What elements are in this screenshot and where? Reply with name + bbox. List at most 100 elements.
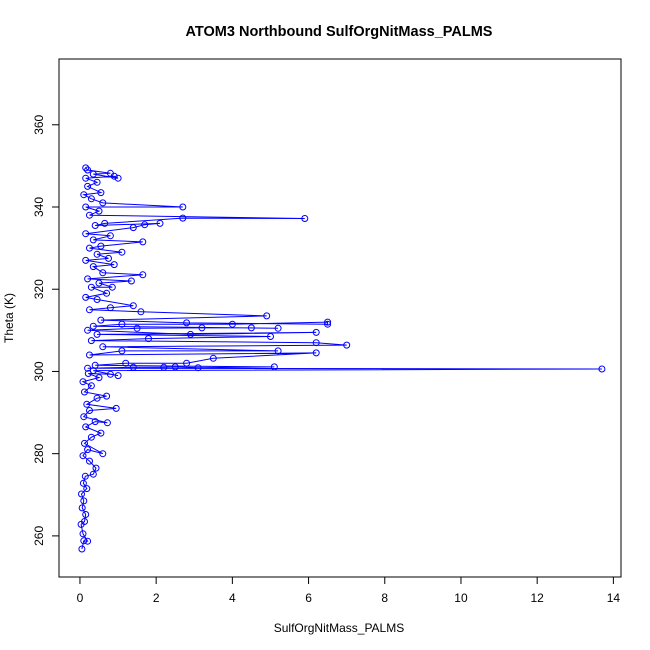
data-point [87, 382, 95, 390]
data-point [97, 429, 105, 437]
data-point [133, 324, 141, 332]
data-point [91, 418, 99, 426]
x-axis-label: SulfOrgNitMass_PALMS [274, 621, 404, 635]
data-point [106, 232, 114, 240]
data-point [194, 364, 202, 372]
data-point [110, 261, 118, 269]
data-point [78, 545, 86, 553]
data-point [93, 250, 101, 258]
data-point [139, 271, 147, 279]
x-axis: 0 2 4 6 8 10 12 14 [77, 576, 621, 605]
plot-frame [58, 58, 622, 578]
data-point [89, 322, 97, 330]
data-point [97, 242, 105, 250]
data-point [82, 256, 90, 264]
data-point [301, 215, 309, 222]
data-point [93, 394, 101, 402]
data-point [598, 365, 606, 373]
data-point [105, 254, 112, 262]
data-point [83, 400, 91, 408]
data-point [274, 347, 282, 355]
data-point [103, 289, 111, 297]
series-layer [77, 164, 606, 553]
data-point [81, 388, 88, 396]
series-line [80, 167, 602, 550]
data-point [86, 306, 93, 314]
data-point [87, 433, 95, 441]
data-point [79, 452, 87, 460]
data-point [86, 211, 93, 219]
x-tick-label: 0 [77, 591, 84, 605]
data-point [324, 320, 332, 328]
data-point [114, 174, 122, 182]
data-point [137, 308, 145, 316]
data-point [118, 320, 126, 328]
data-point [270, 363, 278, 371]
data-point [84, 275, 92, 283]
data-point [97, 189, 105, 197]
data-point [84, 446, 92, 454]
data-point [156, 219, 164, 227]
data-point [103, 392, 111, 400]
data-point [82, 230, 90, 238]
data-point [108, 283, 116, 291]
data-point [145, 335, 152, 343]
data-point [139, 238, 147, 246]
data-point [129, 363, 137, 371]
data-point [324, 318, 332, 326]
data-point [84, 370, 92, 377]
data-point [343, 341, 351, 349]
data-point [114, 372, 122, 380]
data-point [84, 182, 92, 190]
y-tick-label: 260 [32, 526, 46, 546]
data-point [228, 320, 236, 328]
y-tick-label: 280 [32, 443, 46, 463]
data-point [79, 479, 87, 487]
data-point [267, 333, 274, 340]
data-point [106, 370, 114, 378]
data-point [274, 324, 282, 332]
data-point [84, 364, 92, 372]
data-point [247, 324, 255, 332]
y-tick-label: 320 [32, 279, 46, 299]
data-point [99, 269, 107, 277]
data-point [82, 423, 90, 431]
data-point [87, 337, 95, 345]
data-point [129, 224, 137, 232]
x-tick-label: 12 [530, 591, 544, 605]
data-point [92, 464, 100, 472]
data-point [86, 244, 93, 252]
data-point [93, 296, 101, 303]
data-point [171, 363, 179, 371]
y-tick-label: 360 [32, 114, 46, 134]
data-point [160, 363, 168, 371]
data-point [95, 207, 103, 215]
y-tick-label: 300 [32, 361, 46, 381]
data-point [84, 326, 92, 334]
data-point [82, 293, 90, 301]
y-axis-label: Theta (K) [2, 293, 16, 343]
data-point [93, 330, 101, 338]
data-point [82, 511, 90, 518]
data-point [183, 359, 191, 367]
x-tick-label: 14 [607, 591, 621, 605]
data-point [78, 490, 85, 498]
data-point [82, 174, 90, 182]
data-point [81, 439, 88, 447]
data-point [89, 236, 97, 244]
data-point [80, 497, 88, 505]
data-point [129, 302, 137, 310]
data-point [82, 164, 90, 172]
data-point [101, 219, 109, 227]
data-point [89, 470, 97, 478]
data-point [84, 537, 92, 545]
chart-title: ATOM3 Northbound SulfOrgNitMass_PALMS [186, 24, 493, 40]
data-point [99, 199, 107, 207]
data-point [86, 457, 93, 465]
data-point [312, 339, 320, 347]
data-point [80, 537, 88, 545]
data-point [81, 472, 89, 480]
data-point [99, 450, 107, 458]
data-point [87, 283, 95, 291]
